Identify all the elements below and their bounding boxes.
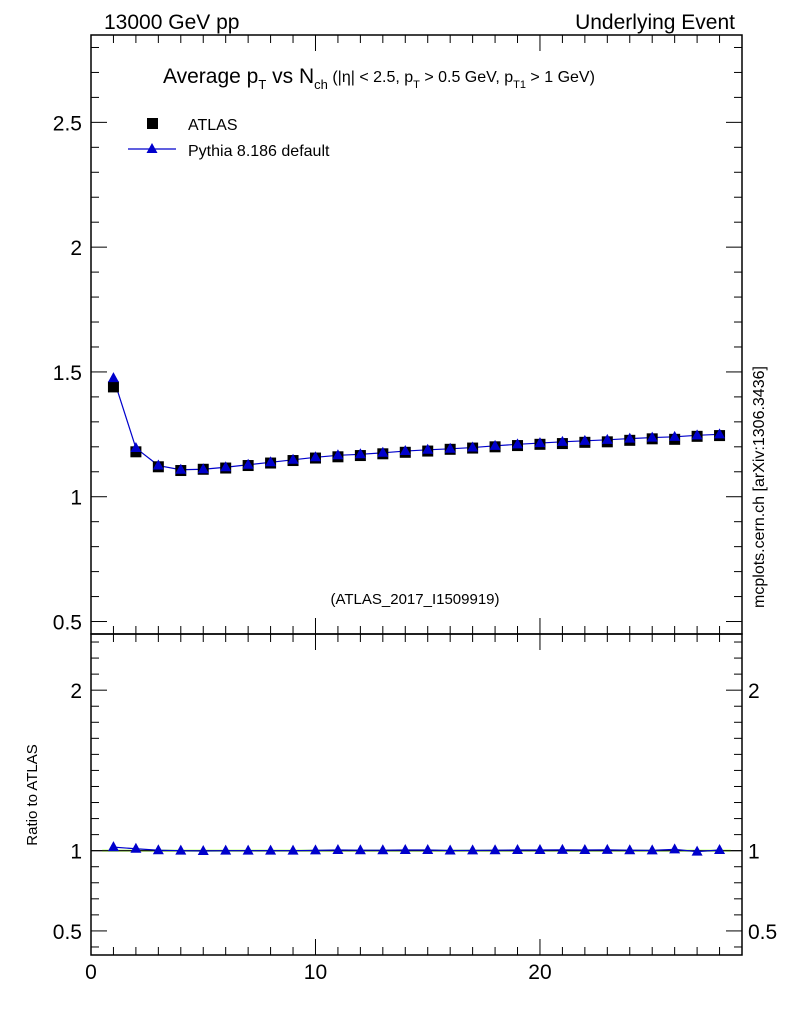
legend: ATLAS Pythia 8.186 default xyxy=(128,117,330,160)
legend-data-label: ATLAS xyxy=(188,117,238,134)
ratio-y-tick-label-right: 0.5 xyxy=(748,921,777,944)
y-tick-label: 2 xyxy=(70,237,82,260)
mc-point xyxy=(265,456,277,467)
mc-point xyxy=(399,445,411,456)
ratio-y-tick-label: 2 xyxy=(70,680,82,703)
ratio-mc-point xyxy=(669,843,681,854)
axes-layer: 0 10 20 0.5 1 1.5 2 2.5 0.5 0.5 1 1 2 2 xyxy=(53,35,777,984)
mc-point xyxy=(691,429,703,440)
ratio-mc-point xyxy=(444,844,456,855)
ratio-mc-point xyxy=(265,844,277,855)
mc-point xyxy=(624,432,636,443)
plot-title: Average pT vs Nch (|η| < 2.5, pT > 0.5 G… xyxy=(163,65,595,92)
ratio-mc-point xyxy=(714,844,726,855)
mc-point xyxy=(556,435,568,446)
ratio-mc-point xyxy=(601,843,613,854)
mc-point xyxy=(175,463,187,474)
ratio-mc-point xyxy=(107,841,119,852)
mc-point xyxy=(467,441,479,452)
series-layer xyxy=(107,372,726,856)
x-tick-label: 10 xyxy=(304,961,327,984)
mc-point xyxy=(197,463,209,474)
ratio-mc-point xyxy=(130,842,142,853)
header-right: Underlying Event xyxy=(575,11,735,34)
legend-mc-marker xyxy=(146,143,158,153)
ratio-mc-point xyxy=(691,845,703,856)
mc-point xyxy=(332,449,344,460)
ratio-mc-point xyxy=(399,844,411,855)
mc-point xyxy=(107,372,119,383)
mc-point xyxy=(287,453,299,464)
mc-point xyxy=(377,446,389,457)
mc-point xyxy=(579,434,591,445)
mc-point xyxy=(601,433,613,444)
mc-point xyxy=(130,442,142,453)
ratio-mc-point xyxy=(309,844,321,855)
mc-point xyxy=(444,442,456,453)
mc-point xyxy=(220,461,232,472)
mc-point xyxy=(512,438,524,449)
ratio-mc-point xyxy=(220,844,232,855)
mc-point xyxy=(646,431,658,442)
ratio-mc-point xyxy=(354,844,366,855)
ratio-ylabel: Ratio to ATLAS xyxy=(24,744,41,845)
ratio-mc-point xyxy=(175,844,187,855)
y-tick-label: 1 xyxy=(70,487,82,510)
y-tick-label: 2.5 xyxy=(53,112,82,135)
analysis-watermark: (ATLAS_2017_I1509919) xyxy=(330,591,499,608)
legend-mc-label: Pythia 8.186 default xyxy=(188,143,330,160)
ratio-mc-point xyxy=(624,844,636,855)
ratio-y-tick-label-right: 2 xyxy=(748,680,760,703)
y-tick-label: 1.5 xyxy=(53,362,82,385)
mc-point xyxy=(152,459,164,470)
ratio-mc-point xyxy=(197,844,209,855)
ratio-mc-point xyxy=(287,844,299,855)
mc-point xyxy=(669,430,681,441)
ratio-mc-point xyxy=(242,844,254,855)
mc-point xyxy=(489,439,501,450)
mc-point xyxy=(714,428,726,439)
ratio-mc-point xyxy=(646,844,658,855)
ratio-mc-point xyxy=(152,844,164,855)
ratio-mc-line xyxy=(113,846,720,853)
y-tick-label: 0.5 xyxy=(53,612,82,635)
ratio-mc-point xyxy=(489,844,501,855)
ratio-mc-point xyxy=(467,844,479,855)
ratio-y-tick-label: 0.5 xyxy=(53,921,82,944)
ratio-mc-point xyxy=(512,844,524,855)
ratio-mc-point xyxy=(422,844,434,855)
ratio-mc-point xyxy=(332,844,344,855)
ratio-panel-frame xyxy=(90,633,743,956)
ratio-y-tick-label: 1 xyxy=(70,841,82,864)
mc-point xyxy=(309,451,321,462)
data-point xyxy=(107,381,119,393)
mc-line xyxy=(112,377,720,471)
side-label: mcplots.cern.ch [arXiv:1306.3436] xyxy=(751,366,768,608)
mc-point xyxy=(422,443,434,454)
x-tick-label: 0 xyxy=(85,961,97,984)
ratio-y-tick-label-right: 1 xyxy=(748,841,760,864)
mc-point xyxy=(354,448,366,459)
ratio-mc-point xyxy=(556,843,568,854)
mc-point xyxy=(534,437,546,448)
mc-point xyxy=(242,458,254,469)
ratio-mc-point xyxy=(377,844,389,855)
ratio-mc-point xyxy=(534,844,546,855)
header-left: 13000 GeV pp xyxy=(104,11,239,34)
legend-data-marker xyxy=(147,118,158,129)
x-tick-label: 20 xyxy=(528,961,551,984)
ratio-mc-point xyxy=(579,844,591,855)
